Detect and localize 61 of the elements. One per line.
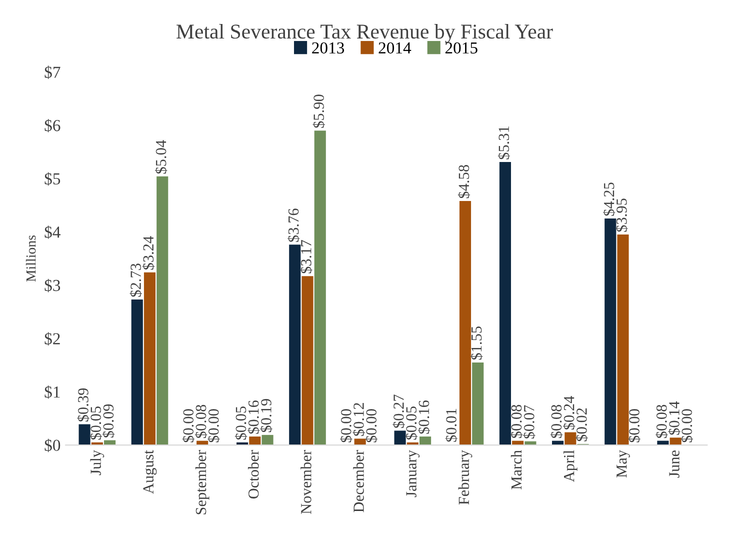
y-tick-label: $4 (44, 226, 60, 239)
data-label: $5.31 (498, 126, 510, 160)
y-tick-label: $6 (44, 118, 60, 132)
data-label: $0.08 (550, 404, 563, 438)
data-label: $0.19 (260, 399, 272, 432)
y-tick-label: $1 (44, 385, 60, 399)
data-label: $3.24 (142, 236, 155, 270)
y-tick-label: $7 (44, 66, 60, 80)
data-label: $0.08 (194, 404, 208, 438)
legend-label: 2015 (445, 42, 478, 54)
data-label: $4.58 (458, 165, 470, 198)
data-label: $0.02 (576, 408, 588, 442)
x-tick-label: October (248, 450, 259, 498)
data-label: $5.90 (312, 94, 325, 128)
x-tick-label: July (90, 450, 104, 476)
x-tick-label: January (406, 450, 420, 498)
y-tick-label: $0 (44, 438, 60, 452)
x-tick-label: November (300, 450, 312, 514)
data-label: $0.09 (102, 404, 115, 438)
data-label: $3.95 (616, 198, 628, 232)
data-label: $0.00 (628, 409, 640, 442)
data-label: $0.14 (668, 401, 680, 435)
x-tick-label: April (563, 450, 578, 482)
y-tick-label: $2 (44, 332, 60, 346)
data-label: $4.25 (602, 182, 616, 216)
data-label: $0.08 (510, 404, 523, 438)
data-label: $1.55 (470, 326, 483, 360)
data-label: $0.08 (656, 404, 668, 438)
x-tick-label: December (353, 450, 364, 512)
data-label: $0.07 (523, 405, 536, 439)
y-tick-label: $5 (44, 172, 60, 186)
data-label: $0.00 (208, 409, 220, 442)
data-label: $0.00 (680, 409, 694, 442)
data-label: $0.16 (248, 400, 260, 434)
x-tick-label: September (195, 450, 210, 514)
legend-label: 2013 (312, 42, 344, 54)
data-label: $0.05 (405, 406, 418, 440)
x-tick-label: June (669, 450, 680, 478)
data-label: $0.16 (418, 400, 430, 434)
data-label: $0.39 (77, 388, 90, 422)
y-axis-title: Millions (26, 235, 36, 282)
data-label: $0.24 (563, 396, 576, 430)
data-label: $3.76 (287, 208, 300, 242)
x-tick-label: May (616, 450, 630, 478)
data-label: $0.05 (90, 406, 102, 440)
data-label: $0.00 (182, 409, 195, 442)
data-label: $0.27 (392, 394, 405, 428)
legend-label: 2014 (378, 42, 412, 54)
data-label: $0.05 (234, 406, 248, 440)
x-tick-label: February (458, 450, 472, 505)
y-tick-label: $3 (44, 278, 60, 292)
data-label: $0.00 (340, 409, 352, 442)
data-label: $0.12 (352, 402, 365, 436)
chart-title: Metal Severance Tax Revenue by Fiscal Year (176, 24, 553, 43)
data-label: $2.73 (130, 264, 142, 297)
data-label: $0.00 (365, 409, 378, 442)
x-tick-label: March (510, 450, 522, 490)
x-tick-label: August (143, 450, 157, 494)
data-label: $5.04 (154, 140, 168, 174)
data-label: $0.01 (445, 408, 458, 442)
data-label: $3.17 (300, 240, 312, 274)
